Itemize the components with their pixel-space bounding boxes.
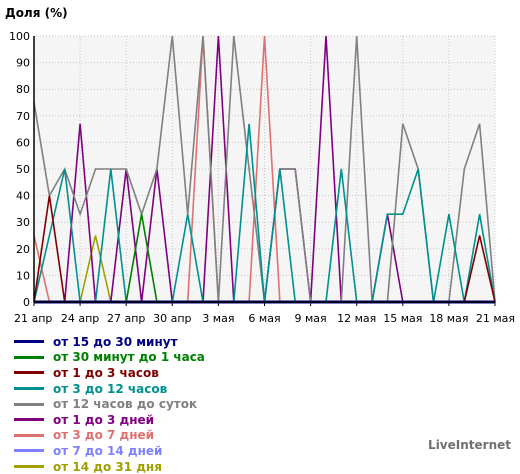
legend-label: от 14 до 31 дня: [53, 459, 162, 474]
x-tick-label: 21 мая: [476, 312, 515, 325]
legend-swatch: [14, 418, 44, 422]
y-tick-label: 90: [16, 57, 30, 70]
legend-swatch: [14, 340, 44, 344]
legend-label: от 3 до 12 часов: [53, 381, 168, 396]
legend-item: от 7 до 14 дней: [14, 443, 205, 459]
y-tick-label: 10: [16, 269, 30, 282]
legend-item: от 1 до 3 часов: [14, 365, 205, 381]
legend-item: от 15 до 30 минут: [14, 334, 205, 350]
legend-label: от 7 до 14 дней: [53, 443, 163, 458]
y-tick-label: 60: [16, 136, 30, 149]
y-tick-label: 40: [16, 190, 30, 203]
y-tick-label: 70: [16, 110, 30, 123]
x-tick-label: 12 мая: [337, 312, 376, 325]
chart-title: Доля (%): [5, 6, 68, 20]
y-tick-labels: 0 10 20 30 40 50 60 70 80 90 100: [9, 30, 30, 309]
legend-swatch: [14, 465, 44, 469]
x-tick-label: 3 мая: [202, 312, 234, 325]
legend-item: от 12 часов до суток: [14, 396, 205, 412]
x-tick-label: 18 мая: [429, 312, 468, 325]
x-tick-label: 27 апр: [107, 312, 145, 325]
legend-item: от 14 до 31 дня: [14, 459, 205, 474]
x-tick-label: 24 апр: [61, 312, 99, 325]
x-tick-label: 6 мая: [248, 312, 280, 325]
y-tick-label: 50: [16, 163, 30, 176]
legend-label: от 1 до 3 часов: [53, 365, 159, 380]
x-tick-label: 15 мая: [383, 312, 422, 325]
y-tick-label: 20: [16, 243, 30, 256]
legend-swatch: [14, 402, 44, 406]
x-tick-label: 9 мая: [295, 312, 327, 325]
y-tick-label: 100: [9, 30, 30, 43]
x-tick-labels: 21 апр 24 апр 27 апр 30 апр 3 мая 6 мая 9 мая 1…: [14, 312, 515, 325]
legend-item: от 3 до 7 дней: [14, 428, 205, 444]
y-tick-label: 0: [23, 296, 30, 309]
chart-legend: от 15 до 30 минут от 30 минут до 1 часа от…: [14, 334, 205, 474]
legend-label: от 1 до 3 дней: [53, 412, 155, 427]
legend-swatch: [14, 355, 44, 359]
legend-item: от 1 до 3 дней: [14, 412, 205, 428]
legend-swatch: [14, 387, 44, 391]
legend-label: от 12 часов до суток: [53, 397, 198, 412]
brand-label: LiveInternet: [428, 438, 511, 452]
legend-label: от 3 до 7 дней: [53, 428, 155, 443]
legend-item: от 3 до 12 часов: [14, 381, 205, 397]
y-tick-label: 30: [16, 216, 30, 229]
legend-swatch: [14, 433, 44, 437]
legend-label: от 30 минут до 1 часа: [53, 350, 205, 365]
line-chart: Доля (%) 0 10 20 30 40 50 60 70 80 90 100 21 апр 24…: [5, 6, 515, 325]
legend-swatch: [14, 449, 44, 453]
y-tick-label: 80: [16, 83, 30, 96]
legend-label: от 15 до 30 минут: [53, 334, 178, 349]
legend-item: от 30 минут до 1 часа: [14, 350, 205, 366]
x-tick-label: 21 апр: [14, 312, 52, 325]
legend-swatch: [14, 371, 44, 375]
x-tick-label: 30 апр: [153, 312, 191, 325]
